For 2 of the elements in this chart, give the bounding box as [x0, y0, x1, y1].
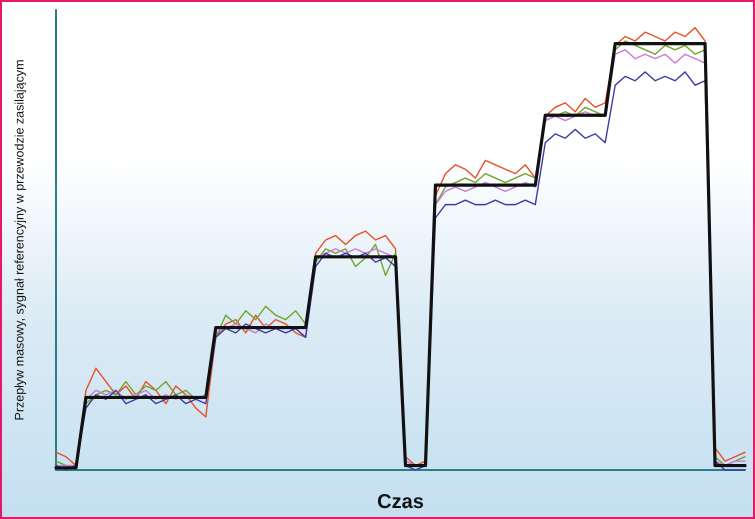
y-axis-title: Przepływ masowy, sygnał referencyjny w przewodzie zasilającym [12, 59, 26, 421]
x-axis-title: Czas [377, 491, 424, 513]
